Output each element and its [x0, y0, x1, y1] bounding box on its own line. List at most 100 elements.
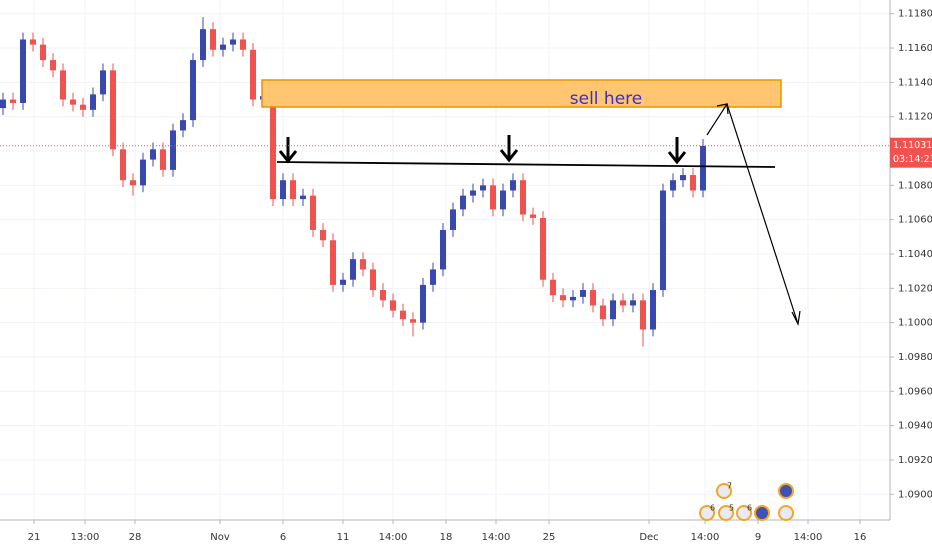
event-icon	[718, 505, 734, 521]
x-tick-label: 21	[28, 532, 41, 543]
event-icon	[778, 505, 794, 521]
x-tick-label: 6	[280, 532, 286, 543]
projection-arrow	[706, 102, 801, 326]
y-tick-label: 1.10200	[898, 283, 932, 294]
candle-body	[230, 39, 236, 45]
candle-body	[250, 49, 256, 100]
candle-body	[170, 130, 176, 170]
candle-body	[520, 180, 526, 215]
candle-body	[600, 305, 606, 320]
x-tick-label: 18	[440, 532, 453, 543]
candle-body	[70, 99, 76, 105]
x-tick-label: 11	[337, 532, 350, 543]
candle-body	[660, 190, 666, 291]
event-icon	[699, 505, 715, 521]
last-price-tag	[890, 137, 932, 168]
x-tick-label: Dec	[639, 532, 658, 543]
x-tick-label: 16	[854, 532, 867, 543]
candle-body	[20, 39, 26, 103]
candle-body	[480, 185, 486, 191]
x-tick-label: Nov	[210, 532, 230, 543]
candle-body	[330, 240, 336, 285]
candle-body	[380, 290, 386, 301]
candle-body	[610, 300, 616, 320]
y-tick-label: 1.10800	[898, 180, 932, 191]
y-tick-label: 1.10000	[898, 318, 932, 329]
candle-body	[370, 269, 376, 291]
candle-body	[210, 29, 216, 50]
candle-body	[550, 279, 556, 296]
candle-body	[540, 217, 546, 280]
candle-body	[50, 60, 56, 71]
event-count: 7	[727, 482, 732, 491]
sell-zone	[261, 79, 782, 108]
event-icon	[716, 483, 732, 499]
candle-body	[430, 269, 436, 285]
candle-body	[10, 99, 16, 103]
candle-body	[700, 145, 706, 191]
last-price-label: 1.11031	[893, 140, 932, 151]
candle-body	[470, 190, 476, 196]
y-tick-label: 1.09200	[898, 455, 932, 466]
x-tick-label: 14:00	[691, 532, 720, 543]
candle-body	[650, 290, 656, 330]
candle-body	[410, 319, 416, 323]
x-tick-label: 14:00	[379, 532, 408, 543]
candle-body	[140, 159, 146, 186]
candle-body	[40, 44, 46, 61]
candle-body	[500, 190, 506, 210]
candle-body	[240, 39, 246, 50]
neckline	[276, 161, 776, 168]
y-tick-label: 1.09400	[898, 421, 932, 432]
event-count: 6	[710, 504, 715, 513]
event-icon	[736, 505, 752, 521]
candle-body	[220, 44, 226, 50]
candle-body	[580, 290, 586, 297]
candle-body	[680, 175, 686, 181]
y-tick-label: 1.11800	[898, 9, 932, 20]
x-tick-label: 14:00	[794, 532, 823, 543]
event-count: 6	[747, 504, 752, 513]
candle-body	[690, 175, 696, 191]
candle-body	[180, 120, 186, 131]
y-tick-label: 1.09600	[898, 386, 932, 397]
candle-body	[160, 149, 166, 170]
y-tick-label: 1.09800	[898, 352, 932, 363]
x-tick-label: 14:00	[482, 532, 511, 543]
y-tick-label: 1.11200	[898, 112, 932, 123]
candles	[0, 17, 706, 347]
candle-body	[360, 259, 366, 270]
event-icon	[754, 505, 770, 521]
candle-body	[100, 70, 106, 95]
events: 7 6 5 6	[699, 482, 794, 521]
candle-body	[280, 180, 286, 200]
candle-body	[460, 195, 466, 210]
candle-body	[340, 279, 346, 285]
grid	[0, 0, 890, 520]
candle-body	[400, 310, 406, 320]
candle-body	[30, 39, 36, 45]
candle-body	[310, 195, 316, 230]
candle-body	[570, 296, 576, 301]
candle-body	[110, 70, 116, 150]
countdown: 03:14:23	[893, 154, 932, 165]
event-icon	[778, 483, 794, 499]
candle-body	[200, 29, 206, 61]
x-tick-label: 28	[129, 532, 142, 543]
x-tick-label: 9	[755, 532, 761, 543]
candle-body	[120, 149, 126, 181]
y-tick-label: 1.10400	[898, 249, 932, 260]
y-tick-label: 1.11600	[898, 43, 932, 54]
candle-body	[440, 229, 446, 270]
candle-body	[150, 149, 156, 160]
x-tick-label: 13:00	[71, 532, 100, 543]
y-tick-label: 1.10600	[898, 215, 932, 226]
candle-body	[60, 70, 66, 100]
candle-body	[630, 300, 636, 306]
annotation-text: sell here	[570, 89, 642, 109]
candle-body	[670, 180, 676, 191]
candle-body	[590, 290, 596, 306]
candle-body	[560, 295, 566, 301]
candle-body	[190, 60, 196, 121]
